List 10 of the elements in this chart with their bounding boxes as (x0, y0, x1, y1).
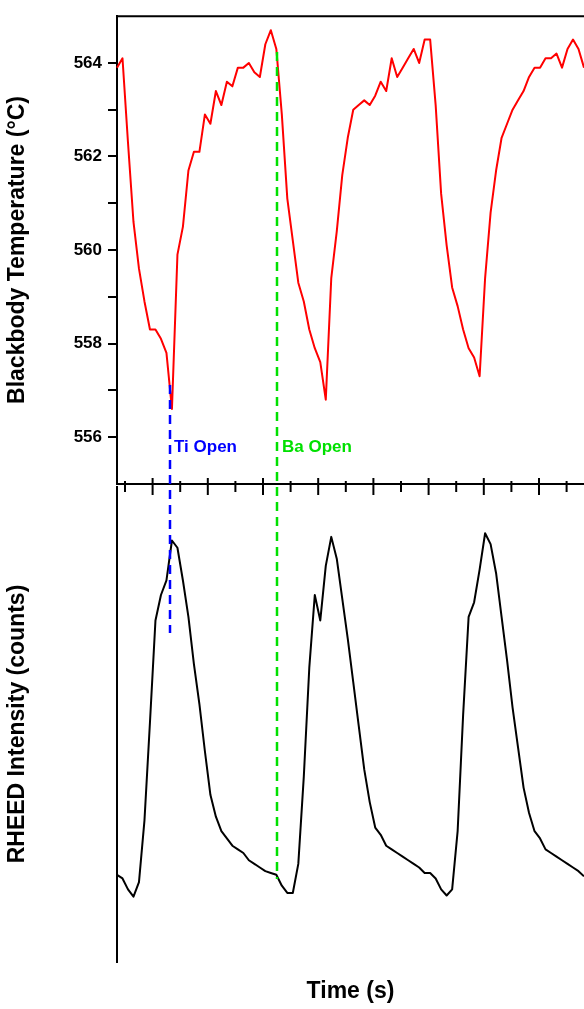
annotation: Ti Open (174, 437, 237, 457)
y-tick-label: 556 (73, 426, 102, 446)
y-tick-label: 560 (73, 239, 102, 259)
y-tick-label: 558 (73, 333, 102, 353)
y-tick-label: 564 (73, 52, 103, 72)
y-tick-label: 562 (73, 146, 102, 166)
y-axis-title: RHEED Intensity (counts) (3, 584, 30, 864)
annotation: Ba Open (282, 437, 352, 457)
x-axis-title: Time (s) (306, 976, 395, 1003)
y-axis-title: Blackbody Temperature (°C) (3, 96, 30, 404)
